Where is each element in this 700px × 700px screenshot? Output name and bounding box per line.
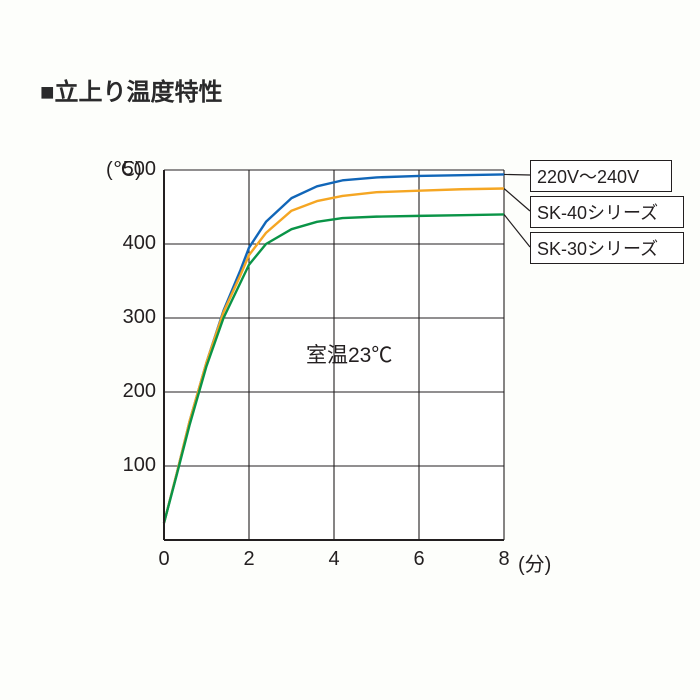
xtick-2: 2 bbox=[237, 548, 261, 571]
legend-220V〜240V: 220V〜240V bbox=[530, 160, 672, 192]
legend-SK-30シリーズ: SK-30シリーズ bbox=[530, 232, 684, 264]
xtick-0: 0 bbox=[152, 548, 176, 571]
annotation: 室温23℃ bbox=[306, 339, 392, 369]
xtick-8: 8 bbox=[492, 548, 516, 571]
x-unit: (分) bbox=[518, 548, 551, 577]
ytick-400: 400 bbox=[108, 232, 156, 255]
ytick-200: 200 bbox=[108, 380, 156, 403]
xtick-6: 6 bbox=[407, 548, 431, 571]
ytick-300: 300 bbox=[108, 306, 156, 329]
y-unit: (℃) bbox=[106, 157, 142, 182]
xtick-4: 4 bbox=[322, 548, 346, 571]
legend-SK-40シリーズ: SK-40シリーズ bbox=[530, 196, 684, 228]
ytick-100: 100 bbox=[108, 454, 156, 477]
